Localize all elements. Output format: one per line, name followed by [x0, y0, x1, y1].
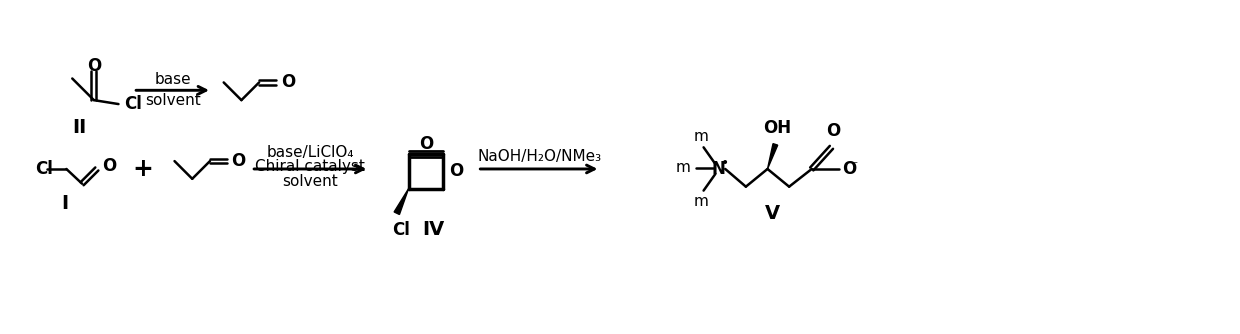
Text: ⁻: ⁻ [851, 159, 858, 173]
Text: NaOH/H₂O/NMe₃: NaOH/H₂O/NMe₃ [477, 149, 601, 164]
Text: OH: OH [764, 120, 791, 138]
Text: O: O [826, 123, 841, 141]
Text: O: O [102, 157, 117, 175]
Text: m: m [676, 160, 691, 175]
Text: N: N [712, 160, 725, 178]
Text: IV: IV [423, 220, 445, 239]
Text: V: V [765, 204, 780, 223]
Text: O: O [449, 162, 464, 180]
Text: O: O [842, 160, 857, 178]
Text: solvent: solvent [283, 174, 339, 189]
Text: solvent: solvent [145, 93, 201, 108]
Text: base/LiClO₄: base/LiClO₄ [267, 145, 353, 160]
Text: Cl: Cl [392, 221, 409, 239]
Text: I: I [61, 194, 68, 213]
Text: •: • [720, 156, 729, 170]
Text: O: O [280, 73, 295, 92]
Text: O: O [419, 135, 433, 153]
Text: O: O [232, 152, 246, 170]
Text: +: + [133, 157, 154, 181]
Text: O: O [87, 57, 100, 75]
Text: Chiral catalyst: Chiral catalyst [255, 159, 365, 174]
Polygon shape [394, 189, 408, 214]
Polygon shape [768, 144, 777, 169]
Text: Cl: Cl [124, 95, 143, 113]
Text: base: base [154, 72, 191, 87]
Text: m: m [693, 129, 708, 144]
Text: II: II [72, 118, 87, 137]
Text: Cl: Cl [35, 160, 53, 178]
Text: m: m [693, 193, 708, 208]
